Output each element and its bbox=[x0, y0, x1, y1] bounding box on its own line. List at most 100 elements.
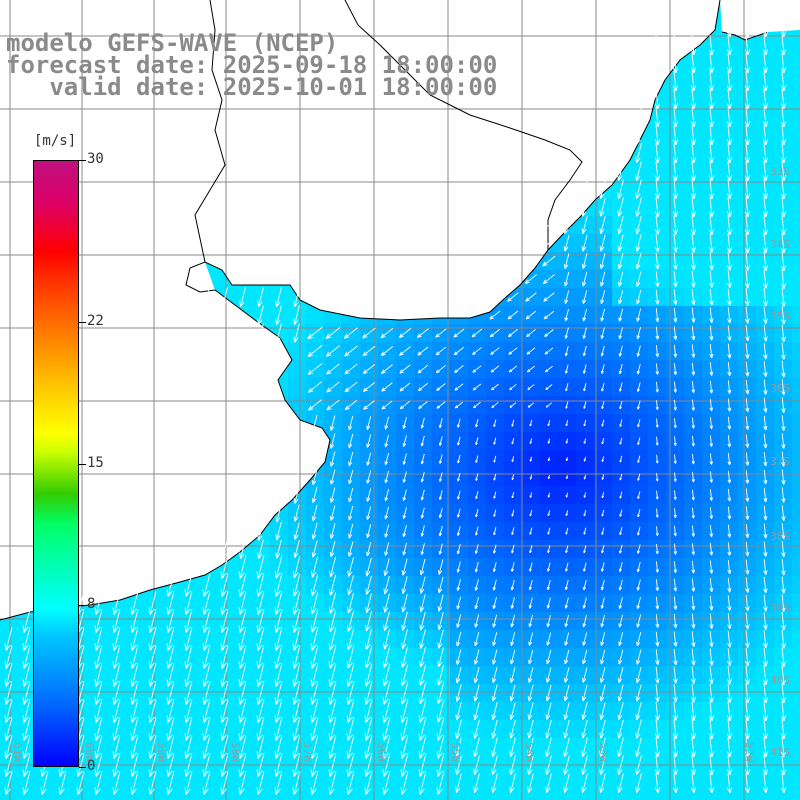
wind-cell bbox=[234, 792, 252, 800]
wind-cell bbox=[432, 792, 450, 800]
wind-cell bbox=[756, 792, 774, 800]
wind-cell bbox=[162, 792, 180, 800]
wind-cell bbox=[306, 792, 324, 800]
colorbar-tick-mark bbox=[79, 321, 86, 323]
wind-cell bbox=[792, 738, 800, 756]
wind-cell bbox=[342, 792, 360, 800]
wind-cell bbox=[792, 666, 800, 684]
colorbar-tick-label: 30 bbox=[87, 151, 104, 167]
wind-cell bbox=[684, 792, 702, 800]
longitude-label: 57W bbox=[301, 742, 314, 762]
wind-cell bbox=[288, 378, 306, 396]
wind-cell bbox=[486, 792, 504, 800]
wind-cell bbox=[522, 792, 540, 800]
wind-cell bbox=[504, 792, 522, 800]
wind-cell bbox=[792, 378, 800, 396]
wind-cell bbox=[792, 36, 800, 54]
wind-cell bbox=[702, 792, 720, 800]
longitude-label: 61W bbox=[11, 742, 24, 762]
wind-cell bbox=[792, 198, 800, 216]
wind-cell bbox=[792, 432, 800, 450]
wind-cell bbox=[792, 288, 800, 306]
wind-cell bbox=[792, 468, 800, 486]
wind-cell bbox=[468, 792, 486, 800]
wind-cell bbox=[18, 792, 36, 800]
colorbar-tick-mark bbox=[79, 767, 86, 768]
wind-cell bbox=[180, 792, 198, 800]
wind-cell bbox=[54, 792, 72, 800]
wind-cell bbox=[792, 306, 800, 324]
wind-cell bbox=[792, 522, 800, 540]
wind-cell bbox=[288, 792, 306, 800]
wind-cell bbox=[720, 792, 738, 800]
latitude-label: 39S bbox=[770, 602, 790, 615]
wind-cell bbox=[360, 792, 378, 800]
latitude-label: 35S bbox=[770, 310, 790, 323]
wind-cell bbox=[594, 792, 612, 800]
wind-cell bbox=[666, 792, 684, 800]
wind-cell bbox=[792, 360, 800, 378]
wind-cell bbox=[792, 486, 800, 504]
wind-cell bbox=[0, 792, 18, 800]
wind-cell bbox=[792, 216, 800, 234]
wind-cell bbox=[216, 792, 234, 800]
wind-cell bbox=[288, 360, 306, 378]
colorbar-tick-mark bbox=[79, 605, 86, 607]
wind-cell bbox=[792, 576, 800, 594]
wind-cell bbox=[792, 774, 800, 792]
wind-cell bbox=[792, 54, 800, 72]
wind-cell bbox=[792, 720, 800, 738]
wind-cell bbox=[792, 702, 800, 720]
wind-cell bbox=[792, 414, 800, 432]
longitude-label: 56W bbox=[375, 742, 388, 762]
wind-cell bbox=[396, 792, 414, 800]
latitude-label: 36S bbox=[770, 382, 790, 395]
colorbar-tick-label: 8 bbox=[87, 596, 96, 613]
longitude-label: 58W bbox=[229, 742, 242, 762]
wind-cell bbox=[306, 306, 324, 324]
wind-cell bbox=[72, 792, 90, 800]
longitude-label: 55W bbox=[449, 742, 462, 762]
wind-cell bbox=[792, 144, 800, 162]
longitude-label: 52W bbox=[743, 742, 756, 762]
longitude-label: 54W bbox=[523, 742, 536, 762]
wind-cell bbox=[792, 630, 800, 648]
colorbar-tick-label: 15 bbox=[87, 454, 104, 471]
wind-cell bbox=[648, 792, 666, 800]
wind-cell bbox=[792, 342, 800, 360]
wind-cell bbox=[378, 792, 396, 800]
wind-cell bbox=[792, 396, 800, 414]
wind-cell bbox=[270, 792, 288, 800]
latitude-label: 37S bbox=[770, 455, 790, 468]
latitude-label: 34S bbox=[770, 238, 790, 251]
wind-cell bbox=[540, 792, 558, 800]
colorbar-tick-mark bbox=[79, 463, 86, 465]
wind-cell bbox=[792, 162, 800, 180]
longitude-label: 53W bbox=[597, 742, 610, 762]
wind-cell bbox=[576, 792, 594, 800]
wind-cell bbox=[90, 792, 108, 800]
wind-cell bbox=[792, 648, 800, 666]
wind-cell bbox=[324, 792, 342, 800]
wind-cell bbox=[792, 540, 800, 558]
wind-cell bbox=[414, 792, 432, 800]
wind-cell bbox=[792, 450, 800, 468]
wind-cell bbox=[792, 72, 800, 90]
wind-cell bbox=[612, 792, 630, 800]
wind-cell bbox=[252, 792, 270, 800]
wind-cell bbox=[792, 684, 800, 702]
wind-cell bbox=[792, 324, 800, 342]
wind-cell bbox=[792, 558, 800, 576]
wind-cell bbox=[630, 792, 648, 800]
wind-cell bbox=[198, 792, 216, 800]
wind-cell bbox=[792, 252, 800, 270]
wind-cell bbox=[792, 594, 800, 612]
wind-cell bbox=[738, 792, 756, 800]
wind-cell bbox=[108, 792, 126, 800]
colorbar-tick-label: 22 bbox=[87, 312, 104, 329]
wind-cell bbox=[792, 234, 800, 252]
wind-cell bbox=[792, 126, 800, 144]
wind-cell bbox=[792, 792, 800, 800]
wind-cell bbox=[36, 792, 54, 800]
wind-cell bbox=[792, 90, 800, 108]
